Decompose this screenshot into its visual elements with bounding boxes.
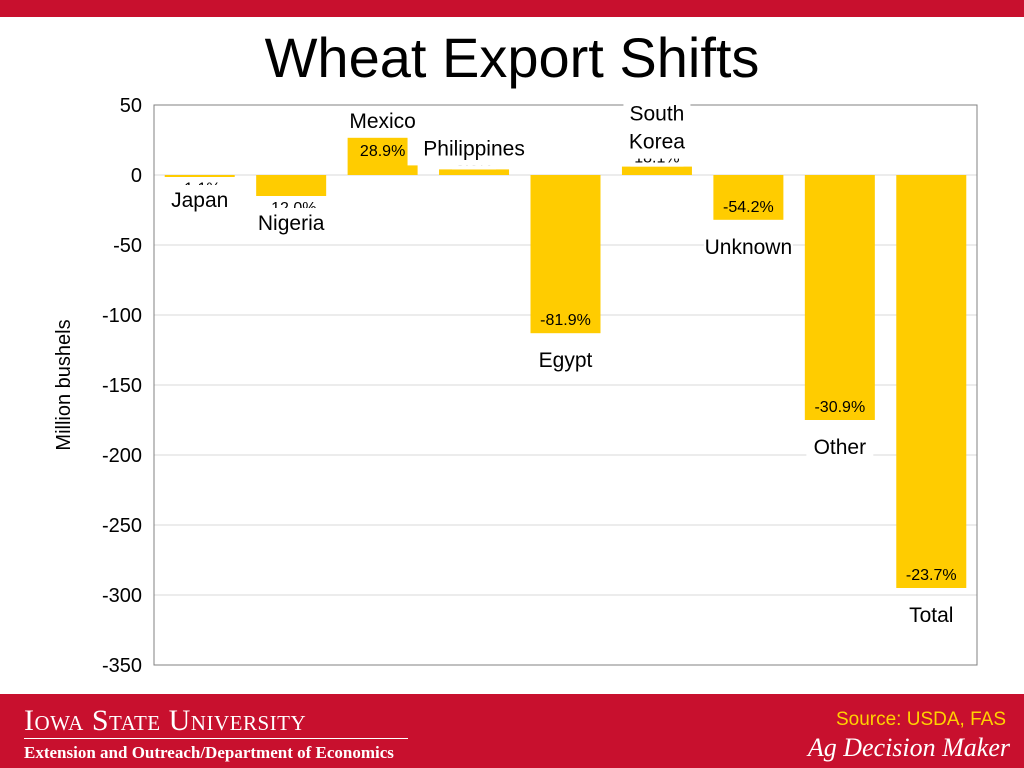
plot-area-border bbox=[153, 104, 978, 666]
bar bbox=[439, 169, 510, 175]
category-label-bg bbox=[532, 345, 599, 378]
y-tick-label: -50 bbox=[113, 235, 142, 257]
y-tick-label: -100 bbox=[102, 305, 142, 327]
bar bbox=[621, 166, 692, 175]
data-label: -54.2% bbox=[723, 199, 774, 216]
bar bbox=[896, 175, 967, 588]
top-accent-bar bbox=[0, 0, 1024, 17]
data-label: -81.9% bbox=[540, 312, 591, 329]
bar bbox=[713, 175, 784, 220]
y-tick-label: 50 bbox=[120, 95, 142, 117]
y-tick-label: -300 bbox=[102, 585, 142, 607]
bar bbox=[256, 175, 327, 196]
bar bbox=[804, 175, 875, 420]
category-label-bg bbox=[703, 231, 793, 264]
university-name: Iowa State University bbox=[24, 704, 307, 737]
data-label: -23.7% bbox=[906, 567, 957, 584]
category-label: South bbox=[629, 103, 684, 126]
category-label: Other bbox=[814, 436, 867, 459]
slide-title: Wheat Export Shifts bbox=[264, 26, 760, 89]
bar bbox=[347, 135, 418, 175]
data-label: -30.9% bbox=[814, 399, 865, 416]
bar bbox=[530, 175, 601, 334]
y-tick-label: -150 bbox=[102, 375, 142, 397]
data-label: 28.9% bbox=[360, 143, 405, 160]
y-axis-label: Million bushels bbox=[53, 319, 75, 450]
category-label: Mexico bbox=[349, 110, 416, 133]
category-label-bg bbox=[897, 600, 965, 632]
category-label: Total bbox=[909, 604, 953, 627]
y-tick-label: -350 bbox=[102, 655, 142, 677]
bar-chart: 50 0 -50 -100 -150 -200 -250 -300 -350 Million bu… bbox=[53, 95, 978, 677]
category-label: Korea bbox=[629, 131, 685, 154]
y-tick-label: -250 bbox=[102, 515, 142, 537]
footer-bar bbox=[0, 694, 1024, 768]
category-label: Egypt bbox=[539, 349, 593, 372]
y-tick-label: 0 bbox=[131, 165, 142, 187]
category-label-bg bbox=[246, 208, 336, 240]
category-label-bg bbox=[407, 133, 541, 166]
bar bbox=[164, 175, 235, 177]
category-label-bg bbox=[623, 98, 691, 159]
category-label-bg bbox=[806, 432, 874, 464]
y-tick-label: -200 bbox=[102, 445, 142, 467]
category-label: Unknown bbox=[705, 236, 793, 259]
category-label: Japan bbox=[171, 189, 228, 212]
brand-name: Ag Decision Maker bbox=[807, 733, 1010, 762]
category-label: Philippines bbox=[423, 137, 525, 160]
university-underline bbox=[24, 738, 408, 739]
category-label: Nigeria bbox=[258, 212, 325, 235]
category-label-bg bbox=[343, 105, 422, 138]
category-label-bg bbox=[166, 185, 234, 217]
department-name: Extension and Outreach/Department of Eco… bbox=[24, 743, 394, 762]
source-note: Source: USDA, FAS bbox=[835, 709, 1006, 730]
